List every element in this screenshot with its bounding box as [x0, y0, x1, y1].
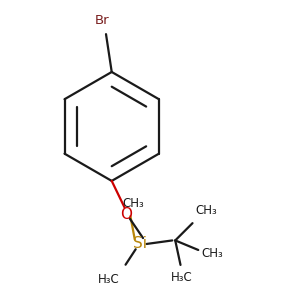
Text: H₃C: H₃C: [98, 273, 120, 286]
Text: Si: Si: [133, 236, 147, 251]
Text: CH₃: CH₃: [122, 197, 144, 210]
Text: CH₃: CH₃: [196, 204, 217, 217]
Text: Br: Br: [94, 14, 109, 27]
Text: CH₃: CH₃: [201, 247, 223, 260]
Text: O: O: [120, 207, 132, 222]
Text: H₃C: H₃C: [171, 271, 193, 284]
